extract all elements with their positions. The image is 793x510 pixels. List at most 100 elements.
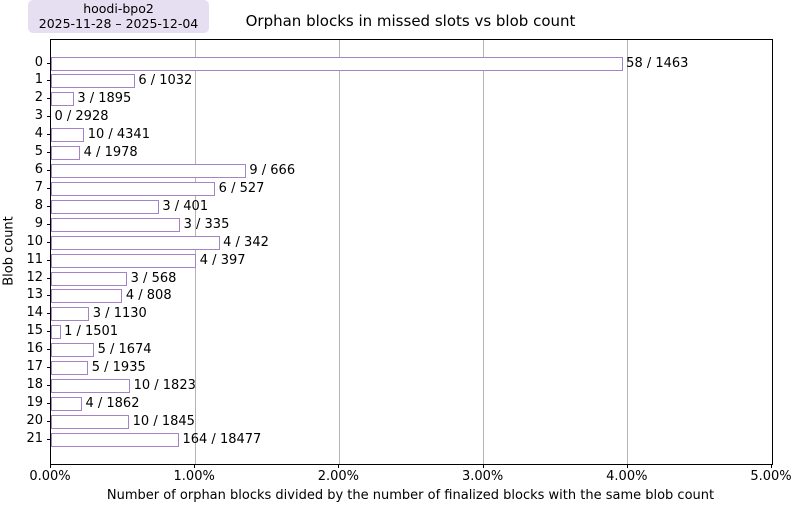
y-tick-label-10: 10	[26, 233, 43, 249]
bar-blob-count-10	[51, 235, 220, 250]
legend-date-range: 2025-11-28 – 2025-12-04	[38, 16, 199, 31]
bar-label-blob-count-7: 6 / 527	[218, 180, 265, 196]
x-tick-mark	[482, 464, 484, 468]
x-tick-mark	[626, 464, 628, 468]
bar-label-blob-count-6: 9 / 666	[249, 163, 296, 179]
x-tick-mark	[338, 464, 340, 468]
gridline	[194, 40, 196, 464]
bar-blob-count-17	[51, 361, 89, 376]
y-tick-label-19: 19	[26, 394, 43, 410]
bar-blob-count-1	[51, 74, 135, 89]
y-tick-mark	[47, 98, 51, 100]
y-tick-label-18: 18	[26, 377, 43, 393]
bar-label-blob-count-21: 164 / 18477	[182, 431, 262, 447]
bar-label-blob-count-2: 3 / 1895	[77, 91, 132, 107]
bar-label-blob-count-3: 0 / 2928	[54, 109, 109, 125]
y-tick-mark	[47, 385, 51, 387]
bar-blob-count-21	[51, 432, 179, 447]
bar-label-blob-count-19: 4 / 1862	[85, 395, 140, 411]
bar-blob-count-7	[51, 181, 216, 196]
bar-blob-count-14	[51, 307, 90, 322]
bar-blob-count-20	[51, 414, 130, 429]
y-tick-mark	[47, 295, 51, 297]
y-tick-mark	[47, 331, 51, 333]
bar-blob-count-19	[51, 396, 82, 411]
bar-label-blob-count-15: 1 / 1501	[64, 324, 119, 340]
y-tick-label-11: 11	[26, 251, 43, 267]
bar-blob-count-15	[51, 325, 61, 340]
y-tick-mark	[47, 241, 51, 243]
x-tick-mark	[194, 464, 196, 468]
y-tick-label-0: 0	[34, 54, 43, 70]
gridline	[338, 40, 340, 464]
y-tick-mark	[47, 62, 51, 64]
y-tick-mark	[47, 134, 51, 136]
x-tick-label-3.00%: 3.00%	[461, 469, 504, 484]
y-tick-mark	[47, 170, 51, 172]
y-tick-label-5: 5	[34, 144, 43, 160]
bar-blob-count-0	[51, 56, 623, 71]
x-axis-label: Number of orphan blocks divided by the n…	[106, 488, 715, 503]
bar-label-blob-count-20: 10 / 1845	[132, 413, 195, 429]
legend-series-label: hoodi-bpo2	[83, 1, 154, 16]
y-tick-mark	[47, 402, 51, 404]
gridline	[483, 40, 485, 464]
y-tick-label-1: 1	[34, 72, 43, 88]
bar-label-blob-count-10: 4 / 342	[223, 234, 269, 250]
bar-blob-count-16	[51, 343, 95, 358]
y-tick-label-14: 14	[26, 305, 43, 321]
chart-legend: hoodi-bpo2 2025-11-28 – 2025-12-04	[28, 0, 209, 33]
y-tick-label-16: 16	[26, 341, 43, 357]
bar-blob-count-4	[51, 128, 85, 143]
x-tick-label-4.00%: 4.00%	[606, 469, 648, 484]
bar-blob-count-2	[51, 92, 74, 107]
y-tick-mark	[47, 438, 51, 440]
bar-label-blob-count-1: 6 / 1032	[138, 73, 193, 89]
y-tick-label-17: 17	[26, 359, 43, 375]
x-tick-label-1.00%: 1.00%	[173, 469, 215, 484]
y-tick-mark	[47, 349, 51, 351]
y-tick-label-15: 15	[26, 323, 43, 339]
bar-blob-count-11	[51, 253, 197, 268]
chart-title: Orphan blocks in missed slots vs blob co…	[245, 12, 576, 30]
bar-blob-count-9	[51, 217, 181, 232]
bar-label-blob-count-17: 5 / 1935	[91, 360, 146, 376]
y-tick-mark	[47, 367, 51, 369]
y-tick-label-4: 4	[34, 126, 43, 142]
y-tick-mark	[47, 80, 51, 82]
y-tick-label-3: 3	[34, 108, 43, 124]
bar-blob-count-18	[51, 379, 131, 394]
y-tick-mark	[47, 205, 51, 207]
y-tick-label-12: 12	[26, 269, 43, 285]
x-tick-label-5.00%: 5.00%	[750, 469, 792, 484]
y-tick-mark	[47, 187, 51, 189]
x-tick-mark	[771, 464, 772, 468]
y-tick-mark	[47, 259, 51, 261]
plot-area: 58 / 1463 6 / 1032 3 / 1895 0 / 2928 10 / 43…	[50, 39, 773, 465]
gridline	[627, 40, 629, 464]
bar-label-blob-count-12: 3 / 568	[130, 270, 177, 286]
y-tick-label-6: 6	[34, 162, 43, 178]
y-tick-mark	[47, 223, 51, 225]
y-tick-mark	[47, 116, 51, 118]
bar-blob-count-6	[51, 164, 246, 179]
bar-label-blob-count-8: 3 / 401	[162, 198, 209, 214]
y-tick-mark	[47, 152, 51, 154]
bar-label-blob-count-16: 5 / 1674	[97, 342, 152, 358]
bar-label-blob-count-0: 58 / 1463	[626, 55, 689, 71]
bar-blob-count-5	[51, 146, 81, 161]
bar-label-blob-count-13: 4 / 808	[125, 288, 172, 304]
bar-label-blob-count-5: 4 / 1978	[83, 145, 138, 161]
y-tick-mark	[47, 313, 51, 315]
bar-blob-count-12	[51, 271, 128, 286]
y-tick-label-8: 8	[34, 197, 43, 213]
x-tick-label-2.00%: 2.00%	[317, 469, 360, 484]
y-tick-mark	[47, 277, 51, 279]
y-tick-label-21: 21	[26, 430, 43, 446]
bar-label-blob-count-14: 3 / 1130	[92, 306, 147, 322]
x-tick-mark	[50, 464, 51, 468]
y-tick-label-20: 20	[26, 412, 43, 428]
bar-label-blob-count-4: 10 / 4341	[87, 127, 150, 143]
x-tick-label-0.00%: 0.00%	[29, 469, 71, 484]
